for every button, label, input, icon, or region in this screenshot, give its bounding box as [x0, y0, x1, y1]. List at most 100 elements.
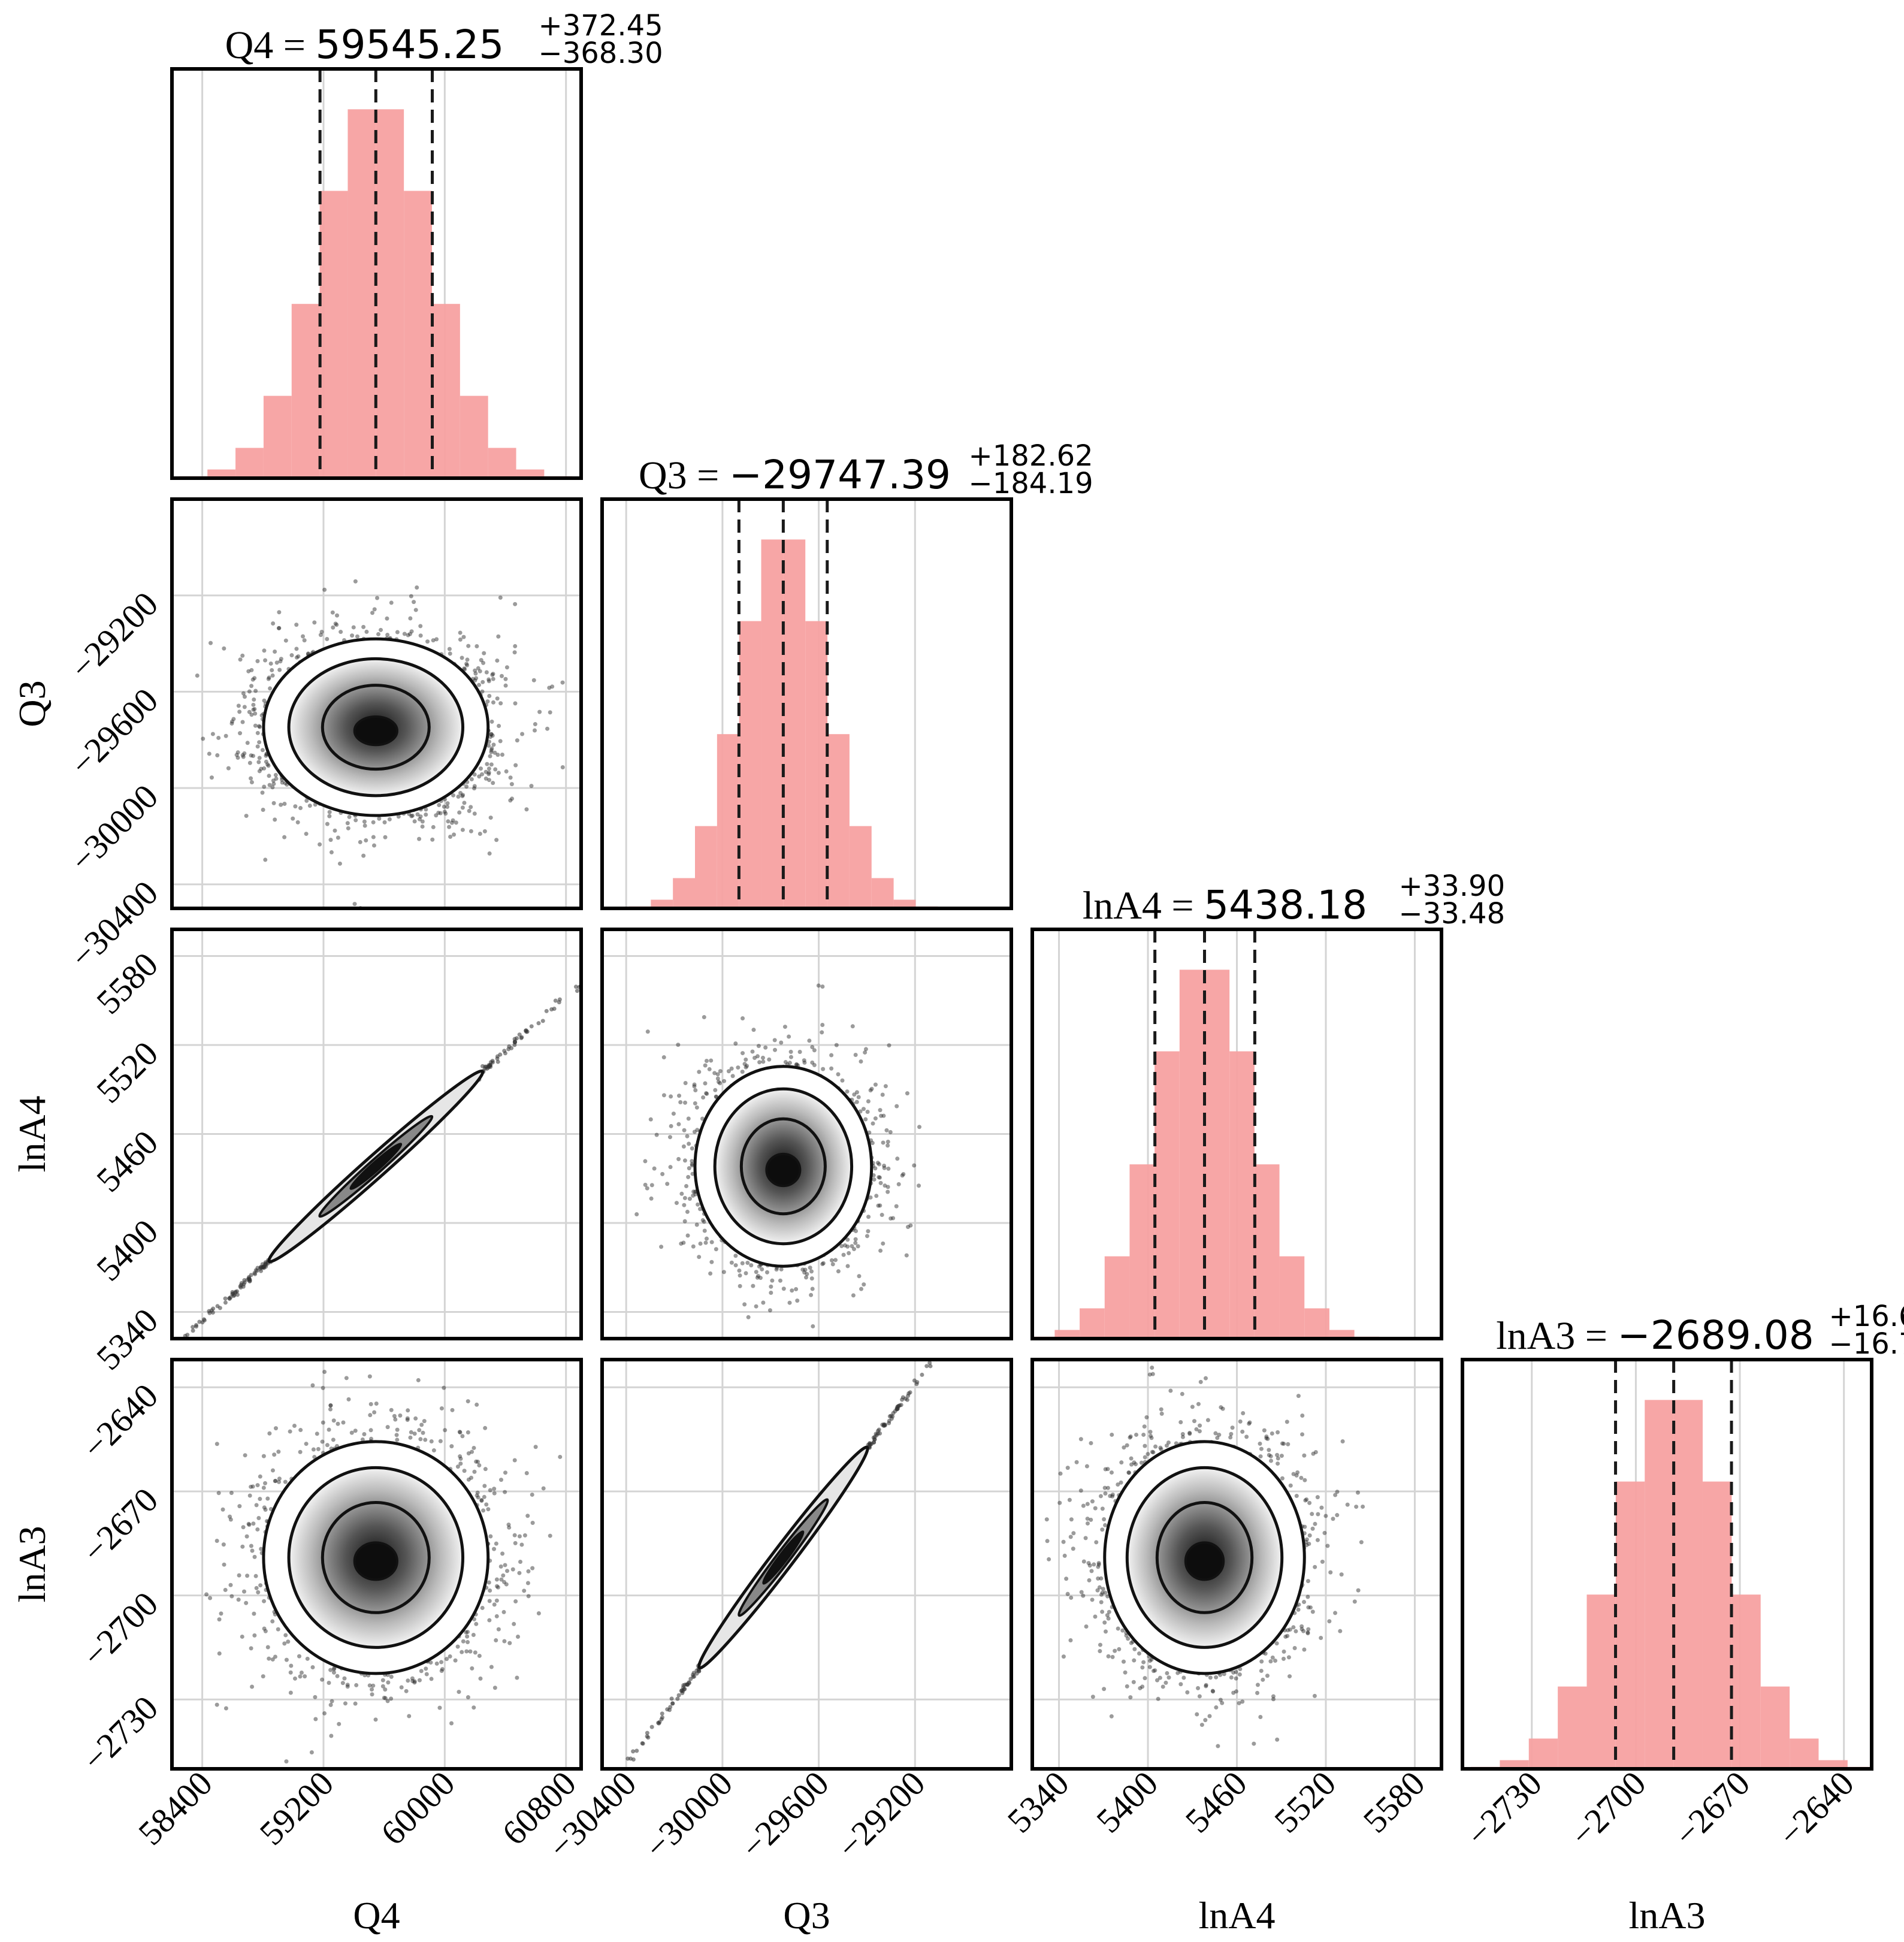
sample-point — [769, 1284, 773, 1289]
sample-point — [502, 1049, 507, 1053]
contour-0-5sigma — [353, 715, 398, 747]
sample-point — [454, 820, 458, 825]
sample-point — [487, 851, 492, 856]
sample-point — [904, 1253, 909, 1258]
sample-point — [767, 1308, 772, 1313]
sample-point — [729, 1066, 734, 1071]
sample-point — [891, 1216, 896, 1221]
sample-point — [764, 1343, 768, 1347]
sample-point — [853, 1053, 858, 1058]
sample-point — [681, 1144, 686, 1149]
sample-point — [682, 1128, 687, 1132]
sample-point — [260, 790, 265, 795]
sample-point — [456, 794, 461, 799]
sample-point — [490, 672, 495, 677]
sample-point — [265, 762, 270, 767]
sample-point — [277, 610, 282, 615]
sample-point — [695, 1128, 700, 1132]
sample-point — [851, 1293, 856, 1298]
sample-point — [464, 662, 469, 666]
histogram-bar — [347, 109, 376, 478]
sample-point — [447, 824, 452, 829]
sample-point — [460, 827, 465, 832]
sample-point — [472, 811, 477, 816]
sample-point — [211, 1306, 216, 1311]
sample-point — [854, 1228, 859, 1233]
sample-point — [424, 807, 428, 812]
sample-point — [770, 1278, 775, 1283]
sample-point — [499, 673, 504, 678]
sample-point — [758, 1276, 763, 1280]
sample-point — [540, 1019, 545, 1023]
sample-point — [772, 1038, 777, 1043]
sample-point — [247, 760, 252, 765]
sample-point — [201, 736, 205, 741]
sample-point — [595, 968, 599, 972]
sample-point — [472, 786, 477, 791]
sample-point — [482, 829, 487, 833]
sample-point — [486, 766, 491, 771]
sample-point — [754, 1304, 758, 1309]
sample-point — [488, 735, 492, 739]
sample-point — [322, 587, 327, 592]
sample-point — [257, 740, 262, 745]
sample-point — [266, 676, 271, 681]
sample-point — [445, 801, 450, 806]
sample-point — [486, 772, 491, 777]
sample-point — [240, 720, 245, 724]
sample-point — [249, 780, 254, 785]
sample-point — [469, 829, 473, 833]
sample-point — [271, 621, 276, 626]
sample-point — [520, 732, 525, 736]
histogram-bar — [673, 878, 696, 908]
sample-point — [547, 685, 552, 690]
sample-point — [223, 733, 228, 738]
sample-point — [242, 751, 247, 756]
sample-point — [512, 650, 517, 655]
sample-point — [191, 1328, 195, 1333]
sample-point — [270, 668, 274, 672]
sample-point — [383, 835, 388, 839]
sample-point — [328, 838, 333, 842]
sample-point — [413, 608, 418, 612]
sample-point — [289, 653, 294, 658]
sample-point — [337, 861, 342, 866]
panel-Q4-lnA4 — [170, 928, 599, 1340]
sample-point — [333, 828, 337, 833]
sample-point — [733, 1254, 738, 1258]
sample-point — [495, 753, 500, 757]
sample-point — [251, 707, 256, 712]
sample-point — [255, 1269, 259, 1273]
sample-point — [498, 1052, 503, 1057]
sample-point — [686, 1116, 691, 1121]
sample-point — [560, 765, 565, 769]
sample-point — [262, 766, 267, 771]
sample-point — [409, 629, 414, 634]
sample-point — [533, 722, 537, 727]
sample-point — [240, 653, 245, 658]
sample-point — [263, 658, 268, 663]
sample-point — [829, 1066, 834, 1071]
sample-point — [472, 772, 477, 777]
sample-point — [443, 811, 448, 816]
sample-point — [845, 1264, 850, 1269]
sample-point — [185, 1333, 190, 1337]
sample-point — [246, 669, 251, 673]
sample-point — [703, 1063, 708, 1068]
sample-point — [498, 701, 503, 706]
sample-point — [256, 724, 261, 729]
sample-point — [451, 818, 455, 823]
sample-point — [906, 1225, 911, 1230]
y-tick-label: 5460 — [89, 1123, 165, 1200]
sample-point — [513, 763, 518, 768]
sample-point — [703, 1240, 708, 1245]
sample-point — [267, 783, 272, 787]
sample-point — [479, 658, 483, 663]
sample-point — [512, 1043, 517, 1047]
sample-point — [492, 750, 497, 755]
sample-point — [417, 817, 422, 822]
sample-point — [529, 784, 534, 789]
sample-point — [415, 812, 420, 817]
y-tick-label: 5520 — [89, 1034, 165, 1110]
sample-point — [215, 1304, 220, 1309]
